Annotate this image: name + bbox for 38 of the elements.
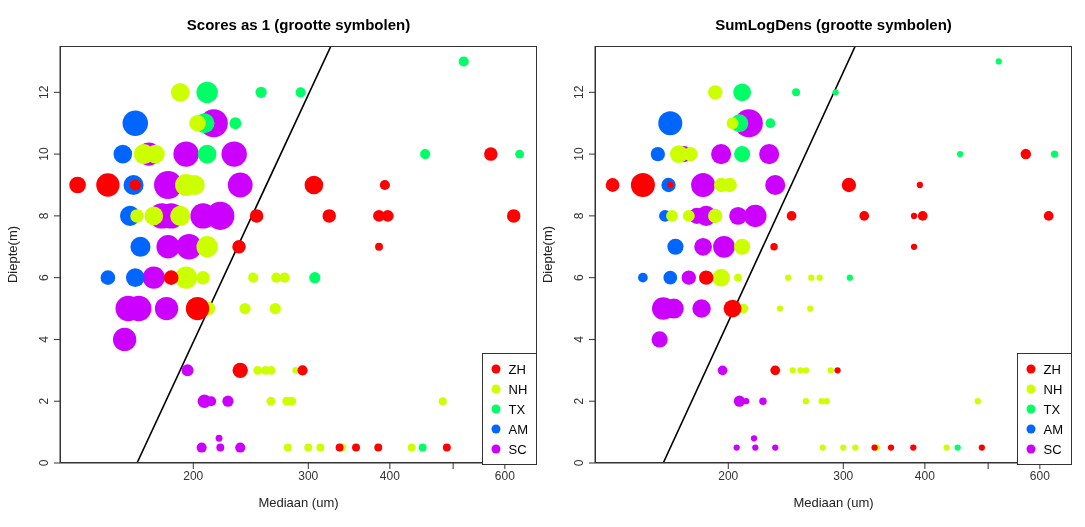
legend-label: TX (1043, 401, 1061, 417)
x-axis-title: Mediaan (um) (793, 495, 874, 510)
y-tick-label: 2 (37, 397, 51, 405)
x-tick-label: 600 (1029, 468, 1051, 483)
y-tick-label: 0 (37, 459, 51, 467)
y-tick-label: 4 (37, 335, 51, 343)
y-tick-label: 12 (37, 85, 51, 100)
x-tick-label: 600 (494, 468, 516, 483)
legend-label: NH (508, 381, 528, 397)
x-tick-label: 300 (298, 468, 319, 483)
y-tick-label: 0 (572, 459, 586, 467)
x-axis-title: Mediaan (um) (258, 495, 339, 510)
y-tick-label: 6 (37, 274, 51, 282)
chart-title: Scores as 1 (grootte symbolen) (185, 16, 412, 33)
y-tick-label: 6 (572, 274, 586, 282)
x-tick-label: 200 (183, 468, 204, 483)
y-axis-title: Diepte(m) (4, 225, 20, 284)
legend-label: TX (508, 401, 526, 417)
y-tick-label: 10 (572, 147, 586, 161)
legend-label: SC (1043, 441, 1062, 457)
y-tick-label: 8 (572, 212, 586, 220)
legend-label: AM (1043, 421, 1063, 437)
x-tick-label: 400 (914, 468, 936, 483)
x-tick-label: 200 (718, 468, 739, 483)
legend-label: ZH (1043, 361, 1061, 377)
y-tick-label: 12 (572, 85, 586, 100)
legend-label: ZH (508, 361, 526, 377)
y-tick-label: 4 (572, 335, 586, 343)
x-tick-label: 300 (833, 468, 854, 483)
legend-label: NH (1043, 381, 1063, 397)
x-tick-label: 400 (379, 468, 401, 483)
y-tick-label: 10 (37, 147, 51, 161)
legend-label: SC (508, 441, 527, 457)
y-tick-label: 8 (37, 212, 51, 220)
legend-label: AM (508, 421, 528, 437)
y-tick-label: 2 (572, 397, 586, 405)
chart-title: SumLogDens (grootte symbolen) (714, 16, 953, 33)
y-axis-title: Diepte(m) (539, 225, 555, 284)
